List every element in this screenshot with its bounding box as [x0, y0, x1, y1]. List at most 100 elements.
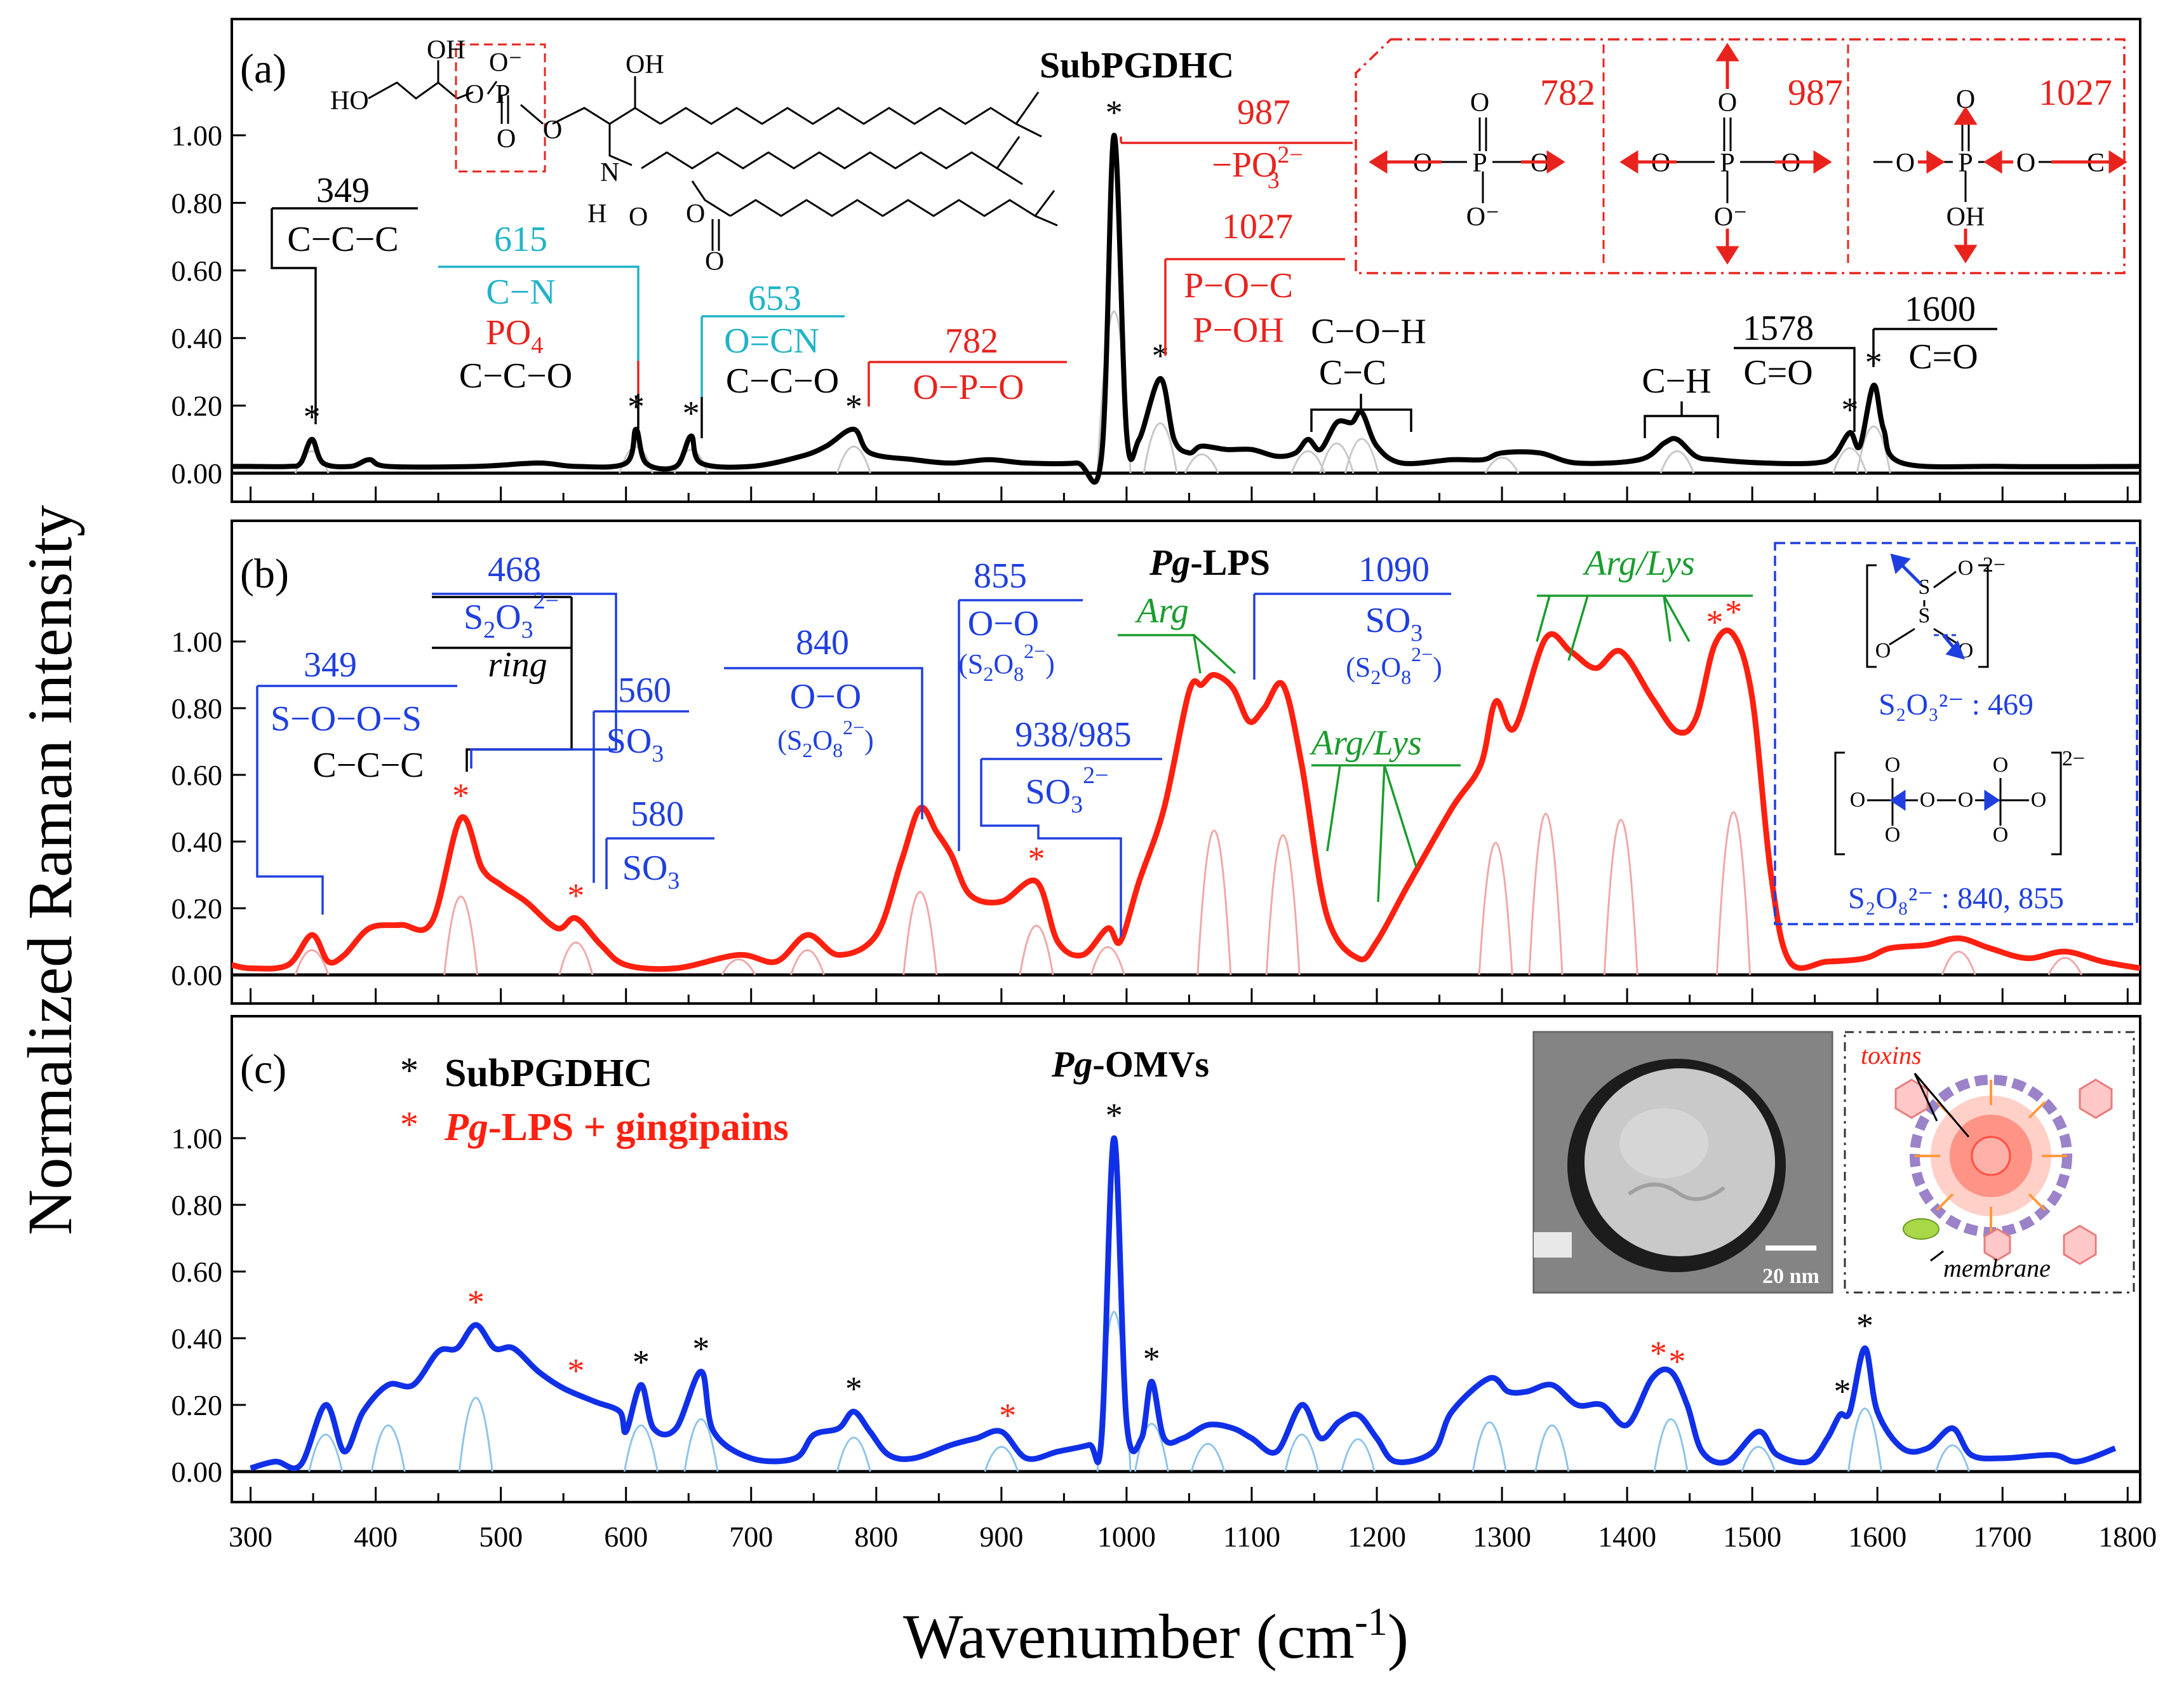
peak-marker: *	[1143, 1339, 1160, 1378]
svg-text:OH: OH	[427, 36, 466, 65]
svg-text:O⁻: O⁻	[1714, 203, 1748, 232]
peak-marker: *	[1725, 593, 1742, 631]
svg-text:C−N: C−N	[486, 272, 555, 312]
peak-marker: *	[1841, 391, 1858, 429]
x-tick-label: 1200	[1348, 1521, 1406, 1553]
deconvolution-peak	[1603, 819, 1638, 976]
deconvolution-peak	[984, 1446, 1019, 1472]
svg-text:O: O	[1470, 88, 1489, 117]
peak-marker: *	[1834, 1372, 1851, 1410]
svg-text:PO4: PO4	[486, 313, 544, 359]
legend-star-black: *	[400, 1050, 419, 1091]
y-tick-label: 0.40	[171, 1322, 223, 1355]
svg-text:(S2O82−): (S2O82−)	[1346, 643, 1442, 688]
svg-text:P: P	[1958, 149, 1973, 178]
svg-text:987: 987	[1788, 72, 1843, 113]
svg-text:N: N	[600, 158, 619, 187]
y-tick-label: 0.80	[171, 692, 223, 725]
x-tick-label: 1800	[2098, 1521, 2157, 1553]
y-tick-label: 0.20	[171, 1389, 223, 1421]
svg-text:P: P	[1472, 149, 1487, 178]
peak-marker: *	[633, 1343, 650, 1381]
svg-text:P−OH: P−OH	[1193, 311, 1284, 350]
axis-ticks: 0.00 0.20 0.40 0.60 0.80 1.00 0.00 0.20 0.40 0.60…	[171, 119, 2157, 1553]
deconvolution-peak	[1741, 1446, 1776, 1472]
svg-text:−PO2−3: −PO2− 3	[1212, 142, 1303, 194]
x-tick-label: 1500	[1723, 1521, 1781, 1553]
x-tick-label: 1700	[1973, 1521, 2032, 1553]
svg-text:C=O: C=O	[1743, 353, 1812, 393]
peak-marker: *	[1028, 840, 1045, 878]
deconvolution-peak	[1832, 447, 1868, 474]
y-tick-label: 1.00	[171, 626, 223, 658]
ann-b-580: 580	[631, 795, 684, 834]
peak-marker: *	[304, 398, 321, 436]
svg-text:C−C: C−C	[1319, 353, 1386, 393]
svg-text:O: O	[1896, 149, 1915, 178]
ann-b-1090: 1090	[1358, 550, 1430, 589]
x-tick-label: 900	[979, 1521, 1023, 1553]
svg-text:O: O	[1920, 788, 1936, 812]
legend-label-subpgdhc: SubPGDHC	[445, 1052, 652, 1095]
x-tick-label: 700	[729, 1521, 773, 1553]
deconvolution-peak	[1284, 1433, 1320, 1472]
svg-text:P−O−C: P−O−C	[1184, 266, 1293, 305]
molecule-structure	[368, 43, 1058, 251]
y-tick-label: 0.60	[171, 1256, 223, 1288]
peak-marker: *	[567, 1352, 584, 1390]
deconvolution-peak	[1290, 450, 1326, 474]
svg-text:S−O−O−S: S−O−O−S	[271, 699, 422, 739]
svg-text:O: O	[705, 247, 724, 276]
ann-a-615: 615	[494, 220, 547, 259]
phosphate-vibration-inset: 782 987 1027 O P O O O⁻ O P O O O⁻ O P O…	[1355, 38, 2127, 274]
panel-c-title: Pg-OMVs	[1051, 1044, 1209, 1085]
x-tick-label: 500	[479, 1521, 523, 1553]
svg-text:782: 782	[1540, 72, 1595, 113]
legend-label-pglps: Pg-LPS + gingipains	[444, 1106, 789, 1149]
deconvolution-peak	[1196, 829, 1232, 976]
svg-text:C=O: C=O	[1908, 337, 1978, 377]
svg-text:O−O: O−O	[790, 677, 861, 716]
deconvolution-peak	[1090, 946, 1125, 976]
scale-bar-label: 20 nm	[1762, 1265, 1819, 1288]
deconvolution-peak	[1184, 453, 1219, 474]
deconvolution-peak	[1319, 443, 1355, 474]
svg-text:O: O	[1993, 753, 2009, 777]
spectrum-line-2	[250, 1135, 2117, 1472]
y-tick-label: 0.80	[171, 1189, 223, 1221]
deconvolution-peak	[619, 445, 653, 474]
svg-text:O: O	[1875, 639, 1891, 662]
svg-text:S: S	[1919, 604, 1931, 628]
y-tick-label: 1.00	[171, 1122, 223, 1155]
y-tick-label: 0.60	[171, 759, 223, 791]
panel-a-annotations: 349 C−C−C 615 C−N PO4 C−C−O 653 O=CN C−C…	[271, 93, 1997, 438]
svg-text:2−: 2−	[2062, 747, 2085, 770]
peak-marker: *	[1668, 1343, 1685, 1381]
y-tick-label: 0.00	[171, 959, 223, 991]
ann-b-arglys2: Arg/Lys	[1582, 544, 1695, 583]
deconvolution-peak	[1019, 924, 1054, 976]
x-tick-label: 1400	[1598, 1521, 1656, 1553]
svg-text:C−C−C: C−C−C	[312, 746, 424, 785]
peak-marker: *	[567, 876, 584, 915]
deconvolution-peak	[1659, 450, 1695, 474]
vesicle-schematic: toxins membrane	[1844, 1031, 2135, 1294]
svg-text:O: O	[465, 80, 484, 109]
svg-text:C−C−O: C−C−O	[726, 361, 839, 401]
deconvolution-peak	[370, 1425, 406, 1472]
x-tick-label: 1300	[1473, 1521, 1531, 1553]
ann-b-560: 560	[618, 671, 671, 710]
x-tick-label: 1600	[1848, 1521, 1906, 1553]
svg-text:OH: OH	[1946, 203, 1985, 232]
peak-marker: *	[1650, 1334, 1667, 1373]
deconvolution-peak	[1534, 1425, 1570, 1472]
ann-a-1600: 1600	[1905, 290, 1976, 329]
spectrum-line-0	[232, 132, 2141, 485]
deconvolution-peak	[1190, 1442, 1226, 1472]
ann-b-855: 855	[974, 556, 1027, 596]
legend-star-red: *	[400, 1104, 419, 1145]
svg-text:O: O	[1885, 753, 1901, 777]
peak-marker: *	[845, 1370, 862, 1408]
svg-text:O: O	[497, 124, 516, 154]
deconvolution-peak	[458, 1397, 493, 1472]
